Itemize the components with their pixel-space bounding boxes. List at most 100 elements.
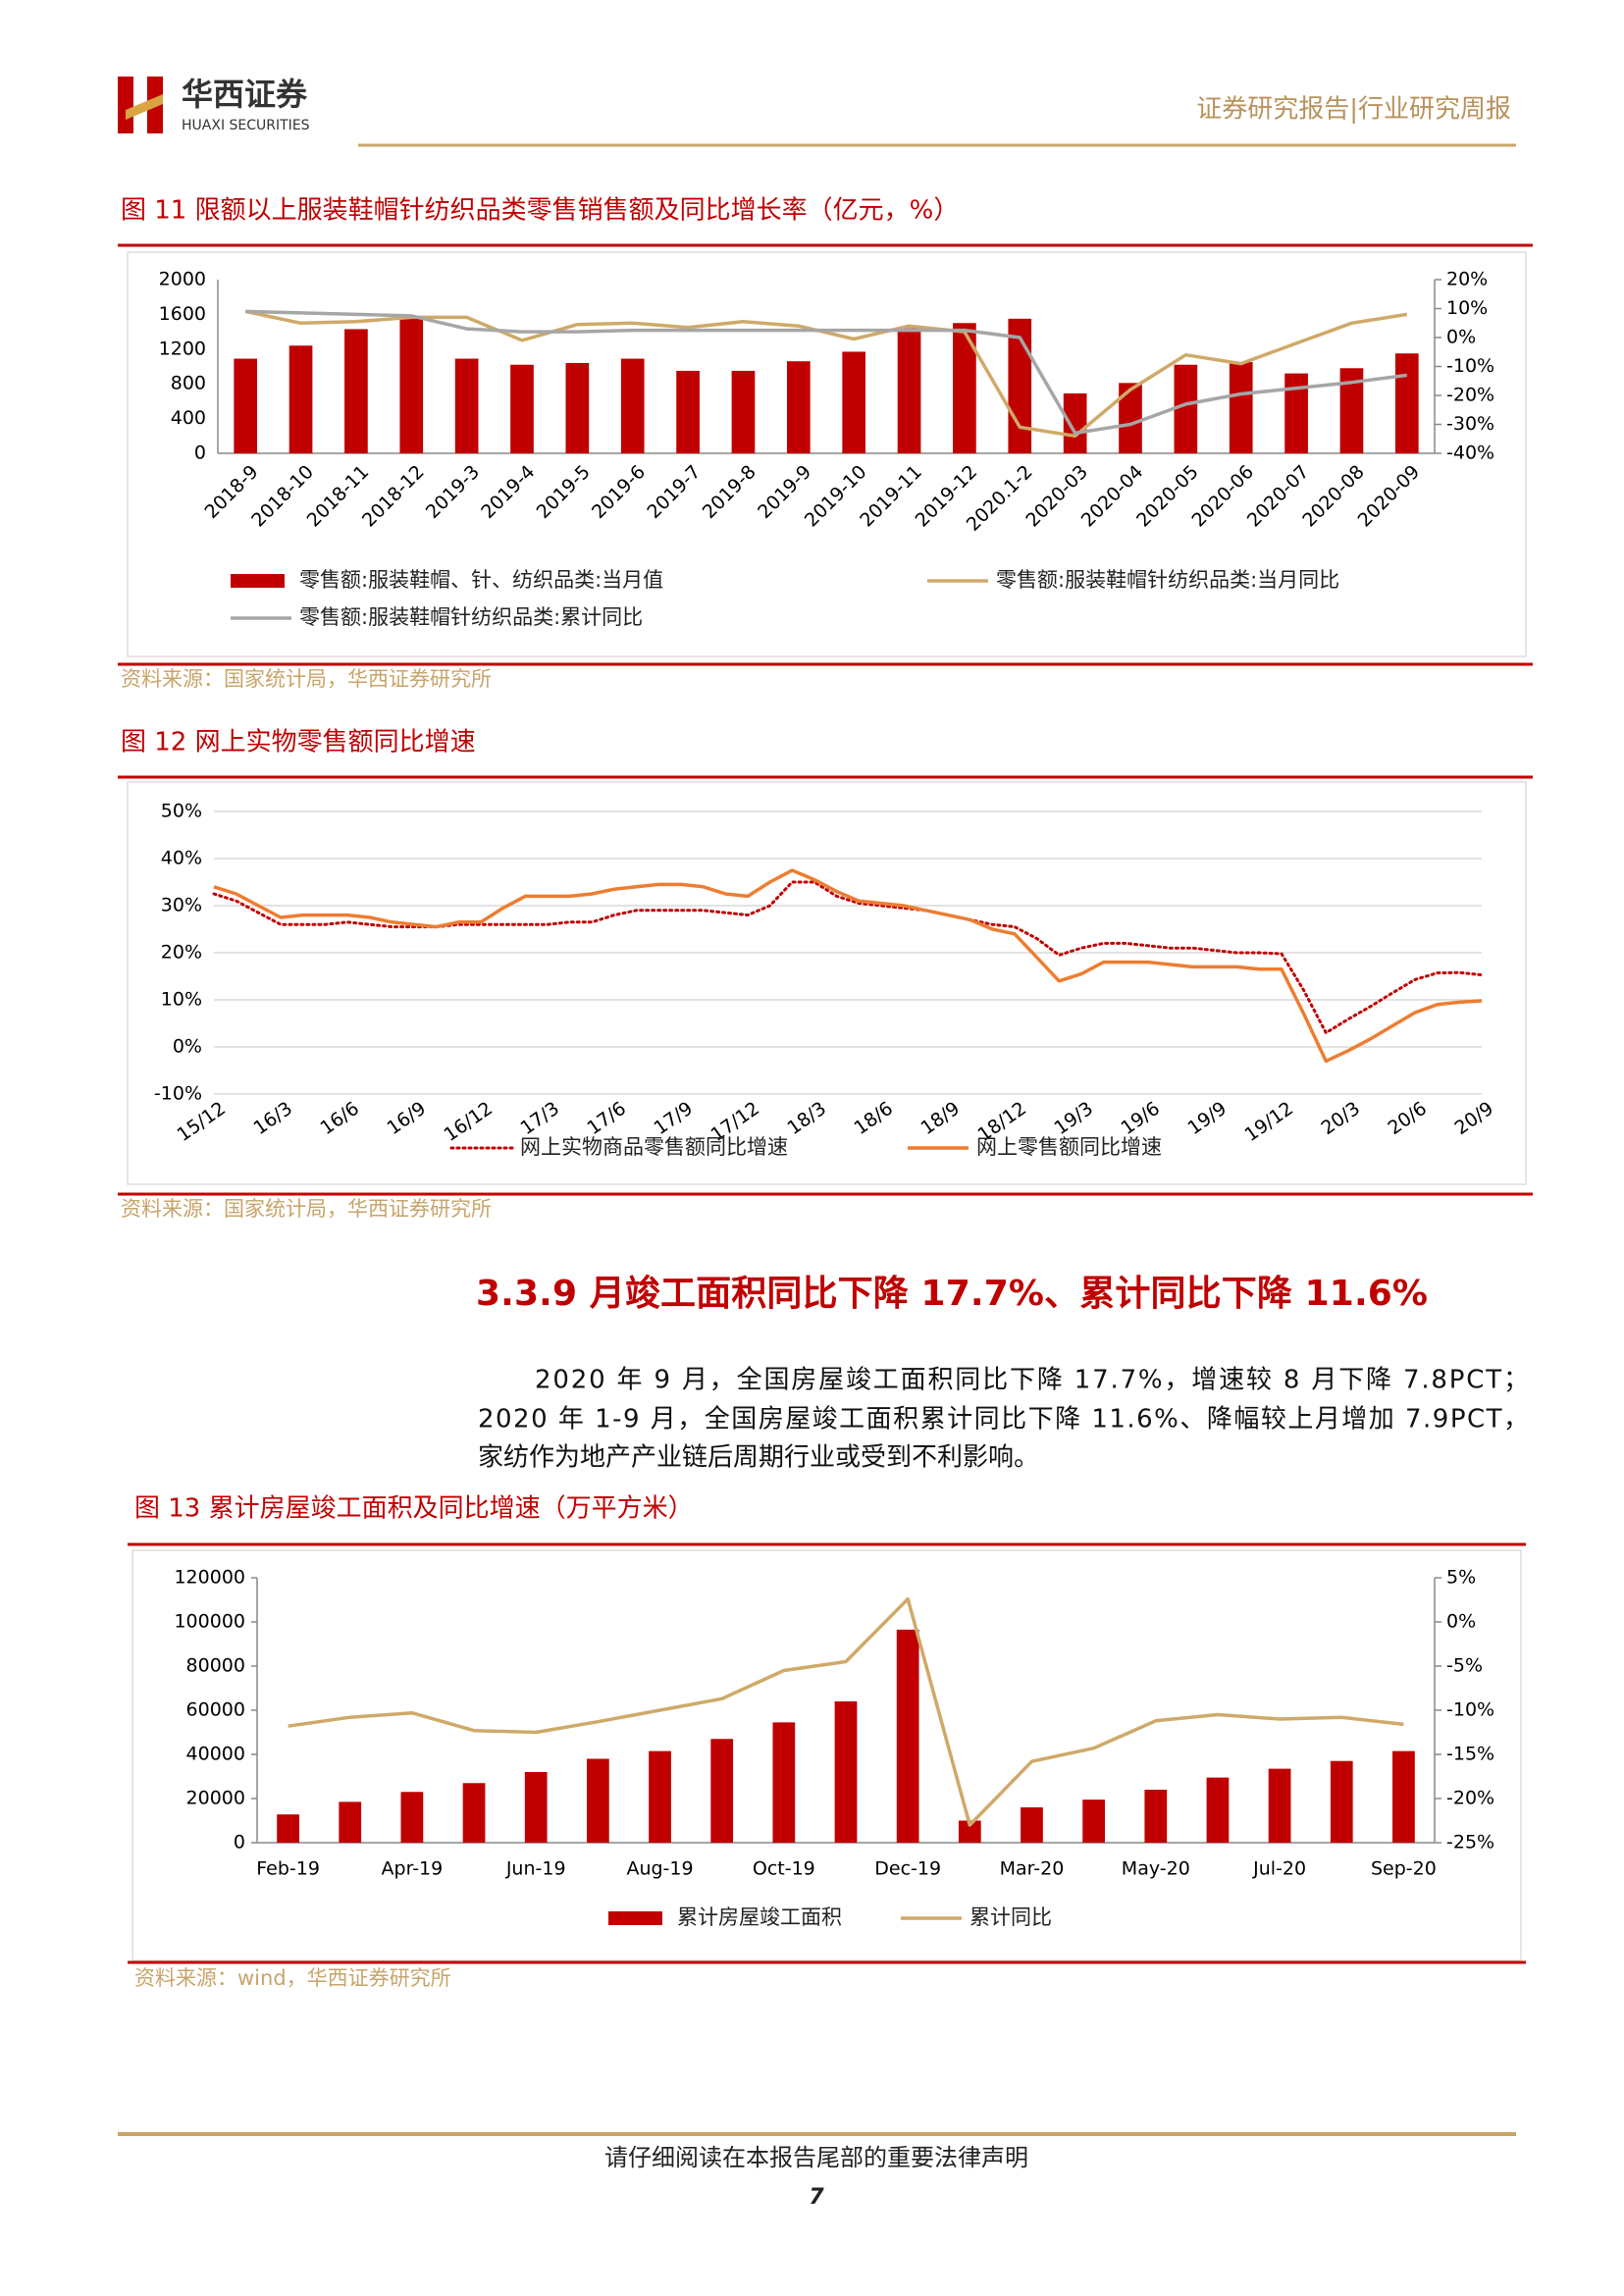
- y-tick-label: 40%: [161, 848, 202, 869]
- y-tick-label: -10%: [154, 1083, 202, 1105]
- page-number: 7: [809, 2185, 824, 2210]
- y2-tick-label: 0%: [1446, 1611, 1476, 1633]
- x-tick-label: Jun-19: [505, 1858, 566, 1880]
- bar: [399, 317, 424, 453]
- legend-swatch: [608, 1911, 662, 1925]
- y-tick-label: 100000: [174, 1611, 245, 1633]
- bar: [234, 358, 258, 453]
- y2-tick-label: 10%: [1446, 297, 1488, 319]
- bar: [649, 1750, 671, 1843]
- bar: [1144, 1790, 1168, 1843]
- bar: [1392, 1750, 1415, 1843]
- bar: [1268, 1768, 1291, 1843]
- legend-label: 累计房屋竣工面积: [677, 1905, 842, 1929]
- logo: [118, 77, 163, 133]
- bar: [1082, 1800, 1105, 1843]
- bar: [896, 1629, 919, 1843]
- bar: [339, 1801, 362, 1843]
- y2-tick-label: -40%: [1446, 443, 1494, 464]
- bar: [710, 1739, 734, 1843]
- paragraph-line: 家纺作为地产产业链后周期行业或受到不利影响。: [478, 1443, 1039, 1473]
- legend-label: 累计同比: [969, 1905, 1052, 1929]
- figure-caption: 图 12 网上实物零售额同比增速: [121, 728, 476, 757]
- x-tick-label: Feb-19: [256, 1858, 320, 1880]
- bar: [620, 358, 645, 453]
- bar: [786, 361, 811, 453]
- bar: [454, 358, 479, 453]
- report-type: 证券研究报告|行业研究周报: [1196, 95, 1511, 125]
- y-tick-label: 30%: [161, 895, 202, 916]
- legend-label: 零售额:服装鞋帽针纺织品类:累计同比: [299, 605, 643, 629]
- y-tick-label: 0%: [173, 1036, 202, 1058]
- logo-name: 华西证券: [182, 76, 308, 113]
- line-series: [213, 868, 1483, 1064]
- bar: [277, 1814, 299, 1843]
- y2-tick-label: -15%: [1446, 1744, 1494, 1765]
- figure-source: 资料来源：国家统计局，华西证券研究所: [121, 667, 492, 691]
- bar: [1174, 364, 1198, 453]
- bar: [772, 1722, 796, 1843]
- y2-tick-label: -30%: [1446, 413, 1494, 435]
- y2-tick-label: -25%: [1446, 1832, 1494, 1853]
- bar: [288, 345, 313, 453]
- bar: [834, 1701, 858, 1843]
- y-tick-label: 10%: [161, 989, 202, 1011]
- x-tick-label: Oct-19: [753, 1858, 815, 1880]
- y2-tick-label: -10%: [1446, 355, 1494, 377]
- chart-frame: [131, 1549, 1522, 1961]
- y2-tick-label: -20%: [1446, 1788, 1494, 1809]
- bar: [1229, 362, 1253, 453]
- bar: [1063, 392, 1087, 453]
- y2-tick-label: 5%: [1446, 1567, 1476, 1589]
- y2-tick-label: -10%: [1446, 1699, 1494, 1721]
- bar: [400, 1792, 424, 1843]
- bar: [344, 329, 368, 453]
- y-tick-label: 2000: [159, 269, 206, 290]
- y2-tick-label: -20%: [1446, 385, 1494, 406]
- y-tick-label: 0: [234, 1832, 245, 1853]
- footer-notice: 请仔细阅读在本报告尾部的重要法律声明: [604, 2144, 1028, 2171]
- x-tick-label: Aug-19: [626, 1858, 693, 1880]
- bar: [1284, 373, 1308, 453]
- y-tick-label: 120000: [174, 1567, 245, 1589]
- bar: [1339, 368, 1364, 453]
- bar: [842, 351, 866, 453]
- bar: [1119, 383, 1142, 453]
- figure-source: 资料来源：wind，华西证券研究所: [134, 1966, 451, 1990]
- x-tick-label: Jul-20: [1252, 1858, 1306, 1880]
- y-tick-label: 1600: [159, 303, 206, 325]
- bar: [1330, 1760, 1353, 1843]
- y2-tick-label: 20%: [1446, 269, 1488, 290]
- bar: [731, 370, 756, 453]
- bar: [676, 370, 700, 453]
- bar: [587, 1758, 609, 1843]
- line-series: [245, 309, 1408, 436]
- figure-caption: 图 11 限额以上服装鞋帽针纺织品类零售销售额及同比增长率（亿元，%）: [121, 196, 959, 226]
- y-tick-label: 400: [171, 407, 206, 429]
- line-series: [244, 309, 1408, 439]
- bar: [462, 1783, 486, 1843]
- chart: -10%0%10%20%30%40%50%15/12 16/3 16/6 16/9 16…: [154, 801, 1497, 1160]
- x-tick-label: Apr-19: [382, 1858, 444, 1880]
- bar: [1021, 1807, 1043, 1843]
- y-tick-label: 1200: [159, 338, 206, 359]
- y2-tick-label: -5%: [1446, 1655, 1483, 1677]
- y-tick-label: 80000: [186, 1655, 245, 1677]
- legend-label: 网上实物商品零售额同比增速: [520, 1135, 788, 1159]
- x-tick-label: Dec-19: [874, 1858, 941, 1880]
- x-tick-label: Mar-20: [1000, 1858, 1065, 1880]
- bar: [953, 323, 976, 453]
- y-tick-label: 40000: [186, 1744, 245, 1765]
- x-tick-label: May-20: [1122, 1858, 1190, 1880]
- paragraph-line: 2020 年 1-9 月，全国房屋竣工面积累计同比下降 11.6%、降幅较上月增…: [478, 1405, 1529, 1435]
- y-tick-label: 20%: [161, 942, 202, 964]
- bar: [1394, 353, 1419, 453]
- y-tick-label: 20000: [186, 1788, 245, 1809]
- bar: [524, 1772, 548, 1843]
- legend-label: 零售额:服装鞋帽针纺织品类:当月同比: [996, 568, 1339, 592]
- section-heading: 3.3.9 月竣工面积同比下降 17.7%、累计同比下降 11.6%: [476, 1274, 1428, 1314]
- legend-label: 零售额:服装鞋帽、针、纺织品类:当月值: [299, 568, 663, 592]
- y-tick-label: 50%: [161, 801, 202, 822]
- logo-stroke: [126, 94, 163, 120]
